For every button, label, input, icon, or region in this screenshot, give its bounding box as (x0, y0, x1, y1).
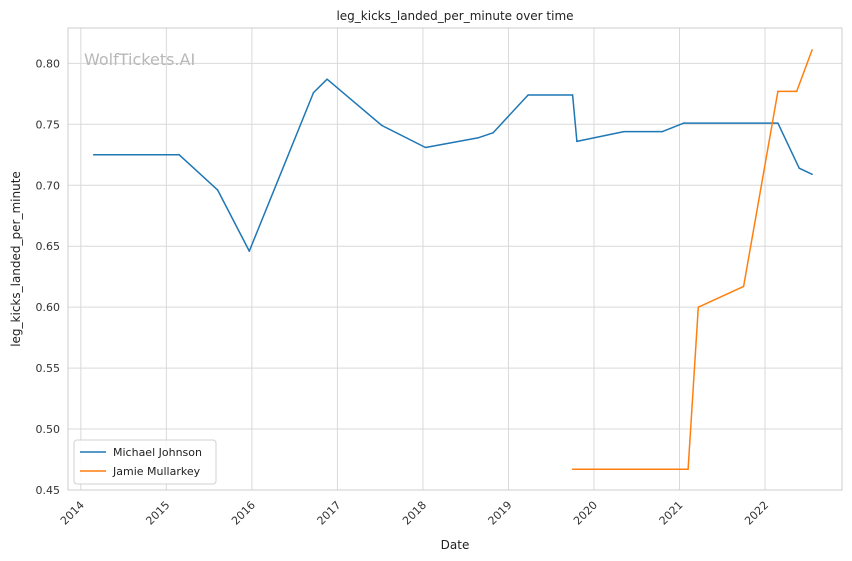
x-tick-label: 2014 (58, 499, 87, 528)
data-point-jamie-mullarkey (811, 49, 813, 51)
data-point-michael-johnson (811, 173, 813, 176)
data-point-michael-johnson (381, 124, 383, 127)
data-point-michael-johnson (798, 167, 800, 169)
legend-box (73, 439, 217, 485)
series-layer (92, 49, 813, 471)
watermark: WolfTickets.AI (84, 50, 195, 69)
series-line-jamie-mullarkey (572, 49, 813, 471)
data-point-michael-johnson (424, 146, 427, 149)
y-tick-label: 0.45 (36, 484, 61, 497)
y-tick-label: 0.75 (36, 118, 61, 131)
legend: Michael Johnson Jamie Mullarkey (73, 439, 217, 485)
y-tick-label: 0.50 (36, 423, 61, 436)
data-point-jamie-mullarkey (571, 468, 574, 471)
x-tick-label: 2016 (229, 499, 258, 528)
data-point-michael-johnson (576, 140, 578, 143)
x-axis-ticks: 2014 2015 2016 2017 2018 2019 2020 2021 2022 (58, 499, 771, 528)
data-point-michael-johnson (216, 189, 219, 191)
data-point-jamie-mullarkey (687, 468, 689, 471)
y-tick-label: 0.80 (36, 57, 61, 70)
data-point-michael-johnson (571, 94, 574, 96)
y-axis-ticks: 0.45 0.50 0.55 0.60 0.65 0.70 0.75 0.80 (36, 57, 61, 497)
data-point-michael-johnson (92, 154, 95, 156)
series-line-michael-johnson (93, 78, 813, 252)
data-point-jamie-mullarkey (777, 90, 779, 93)
data-point-michael-johnson (326, 78, 328, 80)
plot-frame (67, 27, 843, 491)
y-tick-label: 0.65 (36, 240, 61, 253)
x-tick-label: 2018 (400, 499, 429, 528)
y-tick-label: 0.60 (36, 301, 61, 314)
data-point-jamie-mullarkey (742, 285, 745, 288)
x-tick-label: 2022 (742, 499, 771, 528)
chart-title: leg_kicks_landed_per_minute over time (336, 9, 573, 23)
legend-label-michael-johnson: Michael Johnson (113, 446, 202, 459)
y-axis-label: leg_kicks_landed_per_minute (9, 171, 23, 347)
y-tick-label: 0.55 (36, 362, 61, 375)
x-tick-label: 2020 (571, 499, 600, 528)
data-point-michael-johnson (492, 132, 494, 134)
data-point-michael-johnson (178, 154, 180, 156)
data-point-michael-johnson (527, 94, 529, 96)
data-point-michael-johnson (661, 130, 664, 133)
x-tick-label: 2019 (486, 499, 515, 528)
data-point-jamie-mullarkey (697, 306, 700, 308)
data-point-michael-johnson (623, 130, 625, 133)
y-tick-label: 0.70 (36, 179, 61, 192)
x-tick-label: 2017 (315, 499, 344, 528)
legend-label-jamie-mullarkey: Jamie Mullarkey (112, 465, 201, 478)
data-point-michael-johnson (683, 122, 685, 124)
x-axis-label: Date (441, 538, 470, 552)
data-point-michael-johnson (477, 136, 480, 139)
data-point-michael-johnson (312, 91, 315, 94)
x-tick-label: 2015 (143, 499, 172, 528)
data-point-jamie-mullarkey (795, 90, 798, 93)
data-point-michael-johnson (248, 250, 251, 252)
data-point-michael-johnson (777, 122, 779, 124)
x-tick-label: 2021 (657, 499, 686, 528)
grid (68, 28, 842, 491)
